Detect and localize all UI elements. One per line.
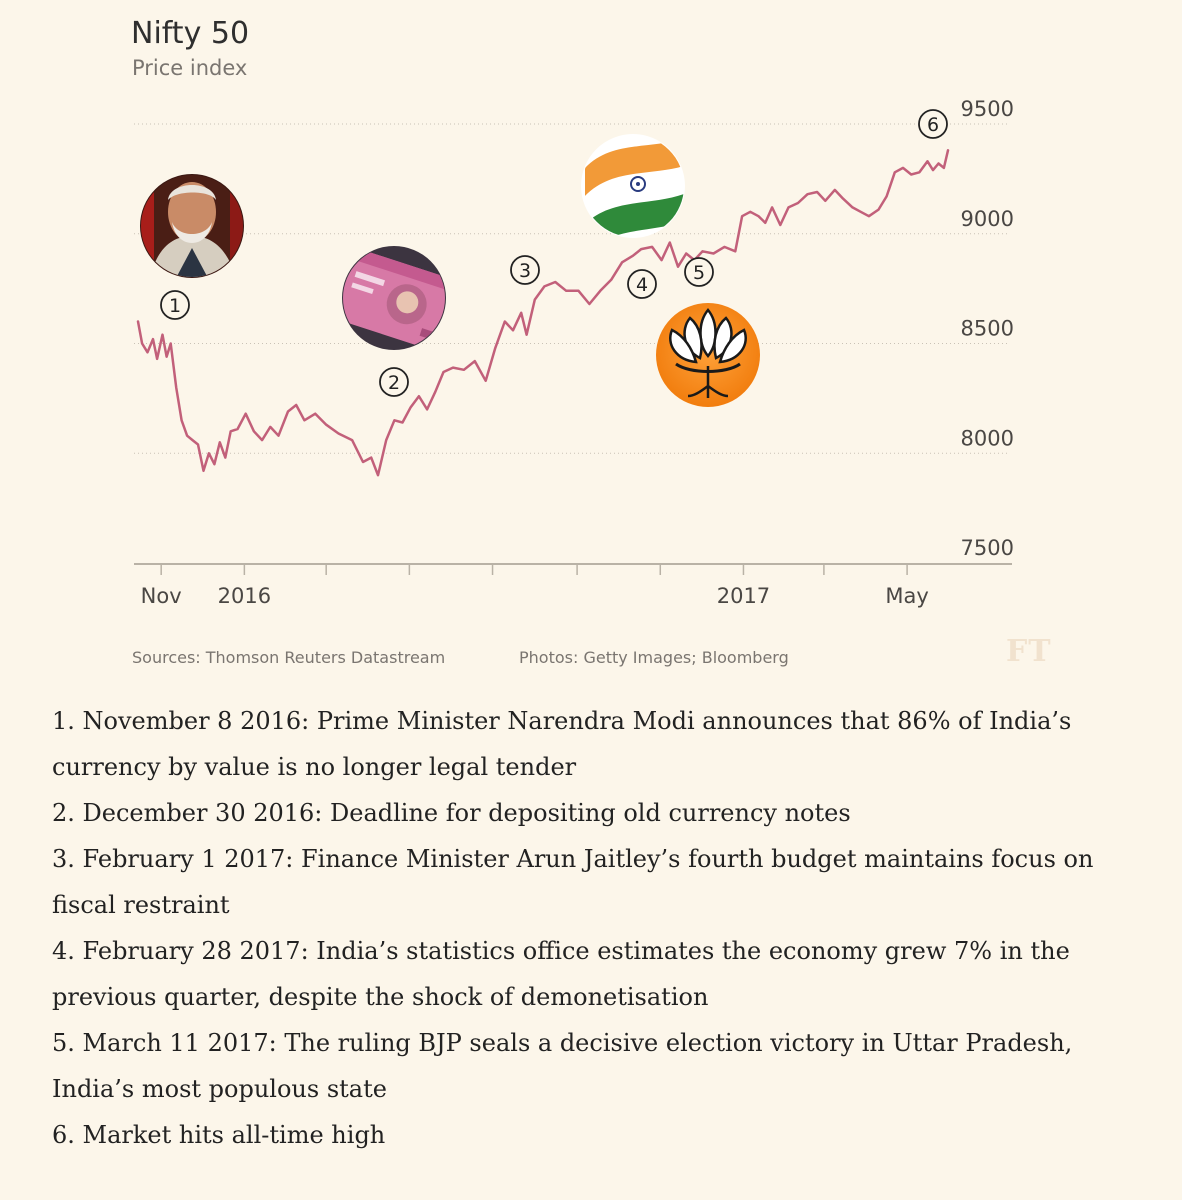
y-tick-label: 8000 bbox=[961, 426, 1014, 450]
y-tick-label: 9000 bbox=[961, 207, 1014, 231]
annotation-label: 4 bbox=[636, 274, 648, 296]
annotation-marker-5: 5 bbox=[684, 257, 714, 287]
annotation-circle bbox=[684, 257, 714, 287]
chart-title: Nifty 50 bbox=[131, 16, 250, 51]
annotation-circle bbox=[510, 255, 540, 285]
event-notes: 1. November 8 2016: Prime Minister Naren… bbox=[52, 698, 1132, 1158]
modi-portrait-photo bbox=[140, 174, 244, 278]
note-item-4: 4. February 28 2017: India’s statistics … bbox=[52, 937, 1070, 1011]
photos-credit: Photos: Getty Images; Bloomberg bbox=[519, 648, 789, 667]
annotation-label: 5 bbox=[693, 262, 705, 284]
note-item-3: 3. February 1 2017: Finance Minister Aru… bbox=[52, 845, 1094, 919]
ft-logo: FT bbox=[1006, 634, 1052, 669]
annotation-circle bbox=[160, 290, 190, 320]
annotation-marker-6: 6 bbox=[918, 109, 948, 139]
note-item-6: 6. Market hits all-time high bbox=[52, 1121, 386, 1149]
annotation-label: 2 bbox=[388, 372, 400, 394]
india-flag-photo bbox=[581, 134, 685, 238]
annotation-circle bbox=[918, 109, 948, 139]
y-tick-label: 7500 bbox=[961, 536, 1014, 560]
sources-note: Sources: Thomson Reuters Datastream bbox=[132, 648, 446, 667]
y-tick-label: 8500 bbox=[961, 317, 1014, 341]
bjp-lotus-logo bbox=[656, 303, 760, 407]
annotation-label: 1 bbox=[169, 295, 181, 317]
annotation-marker-2: 2 bbox=[379, 367, 409, 397]
chart-subtitle: Price index bbox=[132, 56, 248, 80]
note-item-1: 1. November 8 2016: Prime Minister Naren… bbox=[52, 707, 1072, 781]
annotation-circle bbox=[627, 269, 657, 299]
annotation-circle bbox=[379, 367, 409, 397]
annotation-label: 6 bbox=[927, 114, 939, 136]
annotation-marker-4: 4 bbox=[627, 269, 657, 299]
x-tick-label: 2016 bbox=[218, 584, 271, 608]
annotation-marker-1: 1 bbox=[160, 290, 190, 320]
annotation-label: 3 bbox=[519, 260, 531, 282]
x-tick-label: Nov bbox=[141, 584, 182, 608]
x-tick-label: 2017 bbox=[717, 584, 770, 608]
x-tick-label: May bbox=[885, 584, 928, 608]
note-item-2: 2. December 30 2016: Deadline for deposi… bbox=[52, 799, 851, 827]
nifty-chart: 7500 8000 8500 9000 9500 Nov 2016 2017 May bbox=[134, 97, 1014, 608]
annotation-marker-3: 3 bbox=[510, 255, 540, 285]
currency-note-photo bbox=[342, 246, 446, 350]
note-item-5: 5. March 11 2017: The ruling BJP seals a… bbox=[52, 1029, 1073, 1103]
y-tick-label: 9500 bbox=[961, 97, 1014, 121]
series-line bbox=[136, 149, 950, 477]
